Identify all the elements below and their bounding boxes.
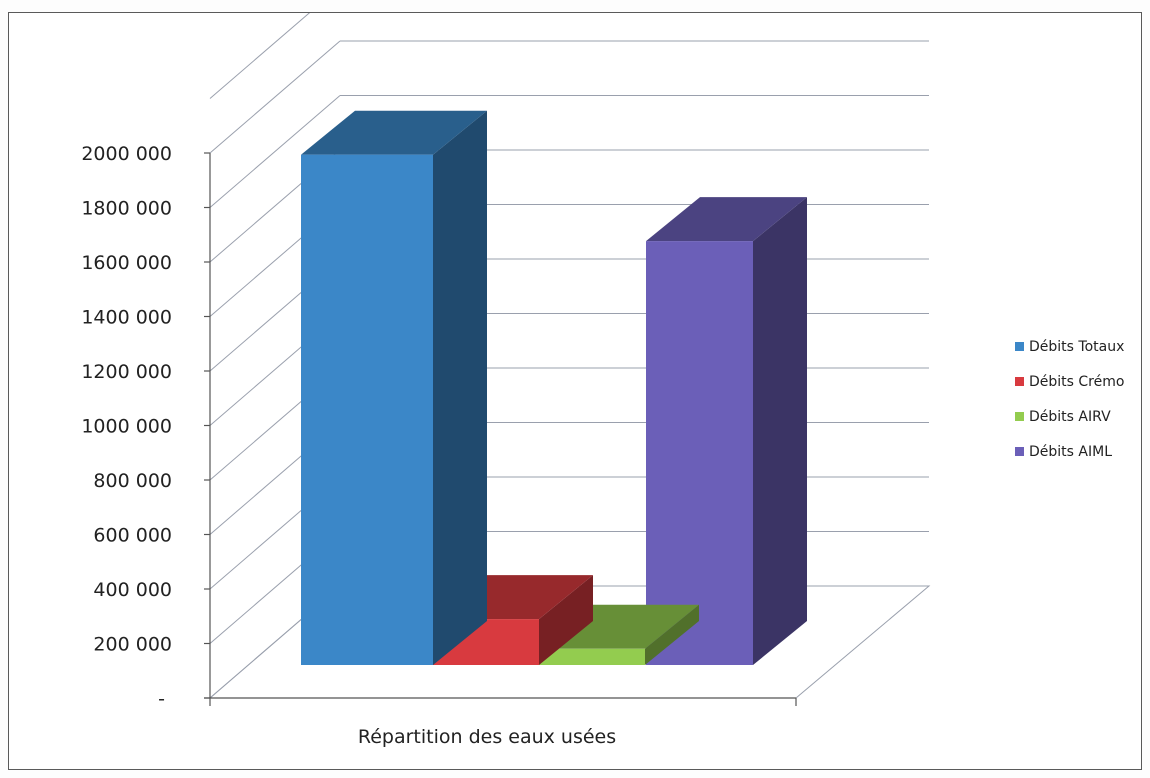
bar-front bbox=[539, 648, 645, 665]
y-tick-label: - bbox=[158, 688, 165, 710]
category-label: Répartition des eaux usées bbox=[358, 726, 616, 748]
y-tick-label: 1000 000 bbox=[81, 416, 172, 438]
gridline bbox=[209, 13, 311, 99]
legend-item: Débits Crémo bbox=[1015, 374, 1124, 390]
bar-side bbox=[645, 604, 699, 665]
bar-top bbox=[646, 197, 807, 242]
y-tick-label: 1400 000 bbox=[81, 307, 172, 329]
bar-chart-3d: - 200 000 400 000 600 000 800 000 1000 000 120… bbox=[81, 13, 1124, 748]
legend-swatch bbox=[1015, 377, 1024, 386]
y-tick-labels: - 200 000 400 000 600 000 800 000 1000 000 120… bbox=[81, 143, 210, 710]
bar-d-bits-totaux bbox=[301, 110, 487, 665]
legend-swatch bbox=[1015, 447, 1024, 456]
bar-front bbox=[301, 154, 433, 665]
bar-side bbox=[753, 197, 807, 665]
chart-frame: - 200 000 400 000 600 000 800 000 1000 000 120… bbox=[8, 12, 1142, 770]
y-tick-label: 600 000 bbox=[93, 525, 172, 547]
legend-label: Débits Crémo bbox=[1029, 374, 1124, 390]
y-tick-label: 200 000 bbox=[93, 634, 172, 656]
legend-swatch bbox=[1015, 412, 1024, 421]
bar-d-bits-aiml bbox=[646, 197, 807, 665]
legend-label: Débits Totaux bbox=[1029, 339, 1124, 355]
legend-label: Débits AIRV bbox=[1029, 409, 1111, 425]
bar-side bbox=[539, 575, 593, 665]
gridline bbox=[209, 40, 341, 154]
bar-side bbox=[433, 110, 487, 665]
bar-front bbox=[646, 241, 753, 665]
bar-top bbox=[539, 604, 699, 649]
bar-d-bits-airv bbox=[539, 604, 699, 665]
y-tick-label: 2000 000 bbox=[81, 143, 172, 165]
y-tick-label: 800 000 bbox=[93, 470, 172, 492]
y-tick-label: 400 000 bbox=[93, 579, 172, 601]
y-tick-label: 1200 000 bbox=[81, 361, 172, 383]
legend-label: Débits AIML bbox=[1029, 444, 1112, 460]
y-tick-label: 1800 000 bbox=[81, 198, 172, 220]
gridline bbox=[209, 95, 341, 208]
y-tick-label: 1600 000 bbox=[81, 252, 172, 274]
legend-swatch bbox=[1015, 342, 1024, 351]
legend-item: Débits AIML bbox=[1015, 444, 1112, 460]
legend-item: Débits Totaux bbox=[1015, 339, 1124, 355]
legend: Débits Totaux Débits Crémo Débits AIRV Débi… bbox=[1015, 339, 1124, 460]
legend-item: Débits AIRV bbox=[1015, 409, 1111, 425]
bars bbox=[301, 110, 807, 665]
bar-top bbox=[301, 110, 487, 155]
